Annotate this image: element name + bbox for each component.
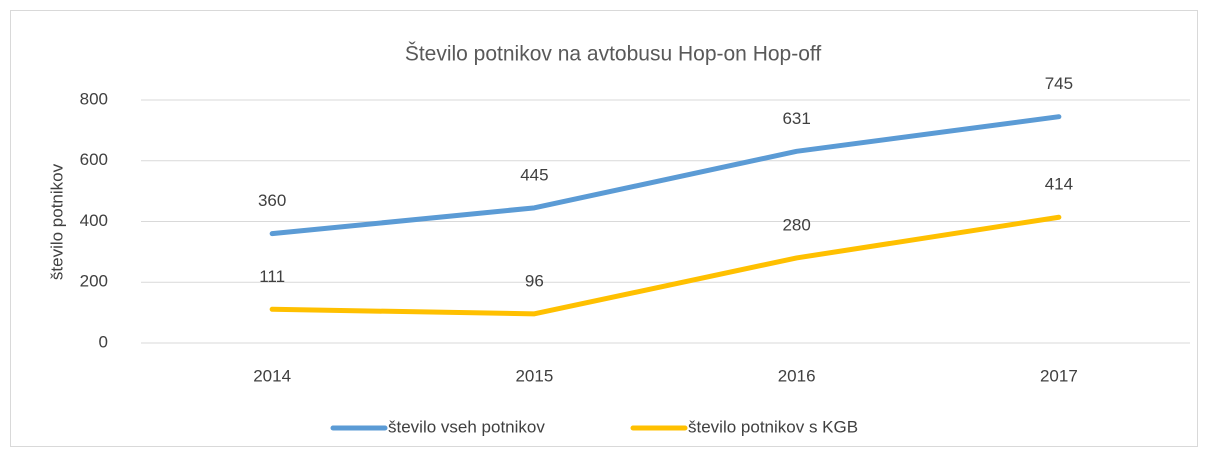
x-tick-label: 2015 [515, 366, 553, 385]
y-tick-label: 400 [80, 211, 108, 230]
data-label: 280 [782, 215, 810, 234]
data-label: 631 [782, 109, 810, 128]
data-label: 445 [520, 165, 548, 184]
y-tick-label: 0 [99, 332, 108, 351]
chart-border [10, 10, 1198, 447]
data-label: 96 [525, 271, 544, 290]
chart-title: Število potnikov na avtobusu Hop-on Hop-… [405, 43, 822, 66]
x-tick-label: 2014 [253, 366, 291, 385]
legend-label: število potnikov s KGB [688, 417, 858, 436]
y-tick-label: 200 [80, 272, 108, 291]
data-label: 414 [1045, 175, 1073, 194]
legend-label: število vseh potnikov [388, 417, 545, 436]
data-label: 745 [1045, 74, 1073, 93]
data-label: 360 [258, 191, 286, 210]
y-tick-label: 600 [80, 150, 108, 169]
y-tick-label: 800 [80, 89, 108, 108]
series-line [269, 114, 1062, 237]
series-line [269, 214, 1062, 317]
data-label: 111 [259, 267, 285, 286]
x-tick-label: 2016 [778, 366, 816, 385]
y-axis-label: število potnikov [47, 163, 66, 280]
x-tick-label: 2017 [1040, 366, 1078, 385]
